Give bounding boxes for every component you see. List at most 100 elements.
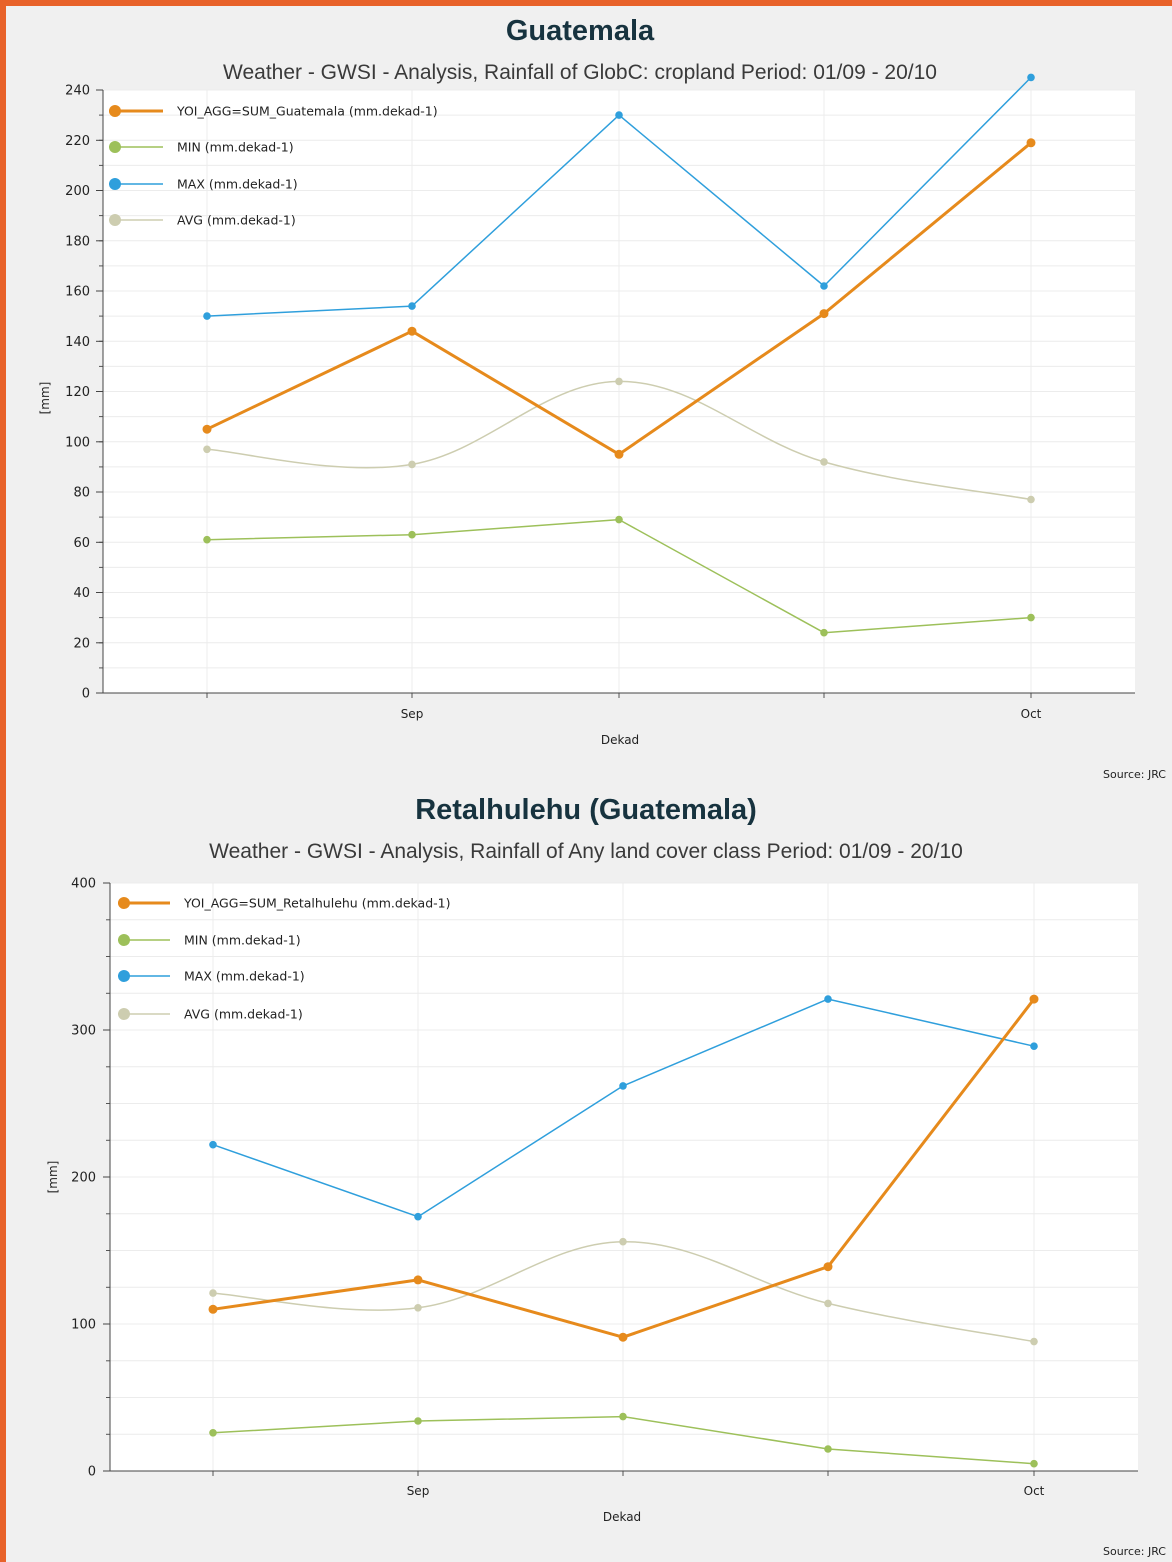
series-group [208, 994, 1039, 1468]
data-point-avg [619, 1237, 627, 1246]
data-point-avg [824, 1299, 832, 1308]
y-axis-label: [mm] [46, 1161, 60, 1194]
data-point-yoi [208, 1304, 218, 1314]
data-point-min [615, 515, 623, 524]
legend-item-yoi[interactable]: YOI_AGG=SUM_Retalhulehu (mm.dekad-1) [118, 896, 450, 911]
chart-subtitle: Weather - GWSI - Analysis, Rainfall of G… [223, 61, 937, 84]
data-point-avg [203, 445, 211, 454]
data-point-avg [615, 377, 623, 386]
legend-item-yoi[interactable]: YOI_AGG=SUM_Guatemala (mm.dekad-1) [109, 104, 438, 119]
legend-swatch-marker [118, 934, 130, 946]
data-point-max [209, 1140, 217, 1149]
data-point-yoi [618, 1332, 628, 1342]
chart-guatemala: Guatemala Weather - GWSI - Analysis, Rai… [38, 15, 1166, 781]
x-axis-label: Dekad [601, 733, 639, 747]
y-tick-label: 240 [65, 84, 90, 99]
legend-swatch-marker [118, 1008, 130, 1020]
x-tick-label: Sep [401, 707, 424, 721]
legend-label: MAX (mm.dekad-1) [177, 177, 298, 192]
x-tick-label: Oct [1021, 707, 1042, 721]
x-tick-label: Oct [1024, 1484, 1045, 1498]
data-point-min [414, 1417, 422, 1425]
y-tick-label: 100 [65, 435, 90, 450]
legend-swatch-marker [109, 105, 121, 117]
data-point-min [1030, 1459, 1038, 1468]
data-point-max [1027, 73, 1035, 82]
data-point-avg [209, 1289, 217, 1297]
data-point-yoi [413, 1275, 423, 1285]
gridlines [110, 882, 1138, 1472]
data-point-max [820, 282, 828, 290]
y-tick-label: 120 [65, 385, 90, 400]
legend-swatch-marker [118, 897, 130, 909]
legend-item-min[interactable]: MIN (mm.dekad-1) [109, 140, 294, 155]
y-tick-label: 0 [88, 1465, 96, 1480]
legend-item-avg[interactable]: AVG (mm.dekad-1) [118, 1007, 303, 1022]
data-point-avg [1027, 495, 1035, 504]
data-point-avg [1030, 1337, 1038, 1346]
legend-label: AVG (mm.dekad-1) [184, 1007, 303, 1022]
data-point-yoi [1026, 138, 1036, 148]
legend-swatch-marker [109, 178, 121, 190]
y-tick-label: 0 [82, 687, 90, 702]
y-tick-label: 140 [65, 335, 90, 350]
data-point-max [408, 302, 416, 310]
data-point-avg [820, 458, 828, 466]
chart-title: Guatemala [506, 15, 655, 47]
y-tick-label: 300 [71, 1024, 96, 1039]
y-tick-label: 220 [65, 134, 90, 149]
data-point-max [619, 1082, 627, 1090]
axes [96, 89, 1135, 698]
data-point-min [203, 535, 211, 544]
data-point-max [203, 312, 211, 320]
legend[interactable]: YOI_AGG=SUM_Guatemala (mm.dekad-1) MIN (m… [109, 104, 438, 228]
data-point-min [619, 1412, 627, 1421]
data-point-yoi [819, 309, 829, 319]
legend-label: YOI_AGG=SUM_Retalhulehu (mm.dekad-1) [183, 896, 450, 911]
x-tick-label: Sep [407, 1484, 430, 1498]
legend-label: MIN (mm.dekad-1) [184, 933, 301, 948]
y-tick-label: 100 [71, 1318, 96, 1333]
y-tick-label: 40 [73, 586, 90, 601]
y-axis-label: [mm] [38, 382, 52, 415]
data-point-min [408, 530, 416, 539]
y-tick-label: 200 [71, 1171, 96, 1186]
data-point-max [1030, 1042, 1038, 1050]
data-point-max [615, 111, 623, 119]
y-tick-label: 80 [73, 486, 90, 501]
chart-subtitle: Weather - GWSI - Analysis, Rainfall of A… [209, 840, 963, 863]
y-tick-label: 400 [71, 877, 96, 892]
source-note: Source: JRC [1103, 1545, 1166, 1558]
data-point-yoi [614, 449, 624, 459]
legend-swatch-marker [118, 970, 130, 982]
data-point-avg [414, 1304, 422, 1312]
legend-item-min[interactable]: MIN (mm.dekad-1) [118, 933, 301, 948]
legend-item-max[interactable]: MAX (mm.dekad-1) [118, 969, 305, 984]
source-note: Source: JRC [1103, 768, 1166, 781]
y-tick-label: 200 [65, 184, 90, 199]
legend-item-max[interactable]: MAX (mm.dekad-1) [109, 177, 298, 192]
data-point-min [1027, 613, 1035, 622]
tick-labels: 0 20 40 60 80 100 120 140 160 180 200 220 240 Sep Oct [65, 84, 1041, 722]
legend-item-avg[interactable]: AVG (mm.dekad-1) [109, 213, 296, 228]
legend[interactable]: YOI_AGG=SUM_Retalhulehu (mm.dekad-1) MIN … [118, 896, 450, 1022]
data-point-yoi [407, 326, 417, 336]
y-tick-label: 60 [73, 536, 90, 551]
data-point-max [824, 995, 832, 1003]
x-axis-label: Dekad [603, 1510, 641, 1524]
data-point-min [820, 628, 828, 637]
data-point-avg [408, 460, 416, 469]
legend-label: YOI_AGG=SUM_Guatemala (mm.dekad-1) [176, 104, 438, 119]
tick-labels: 0 100 200 300 400 Sep Oct [71, 877, 1044, 1499]
y-tick-label: 20 [73, 636, 90, 651]
legend-label: AVG (mm.dekad-1) [177, 213, 296, 228]
data-point-min [824, 1445, 832, 1453]
chart-title: Retalhulehu (Guatemala) [415, 794, 757, 826]
axes [103, 882, 1138, 1476]
legend-swatch-marker [109, 214, 121, 226]
data-point-max [414, 1212, 422, 1221]
legend-label: MIN (mm.dekad-1) [177, 140, 294, 155]
legend-swatch-marker [109, 141, 121, 153]
